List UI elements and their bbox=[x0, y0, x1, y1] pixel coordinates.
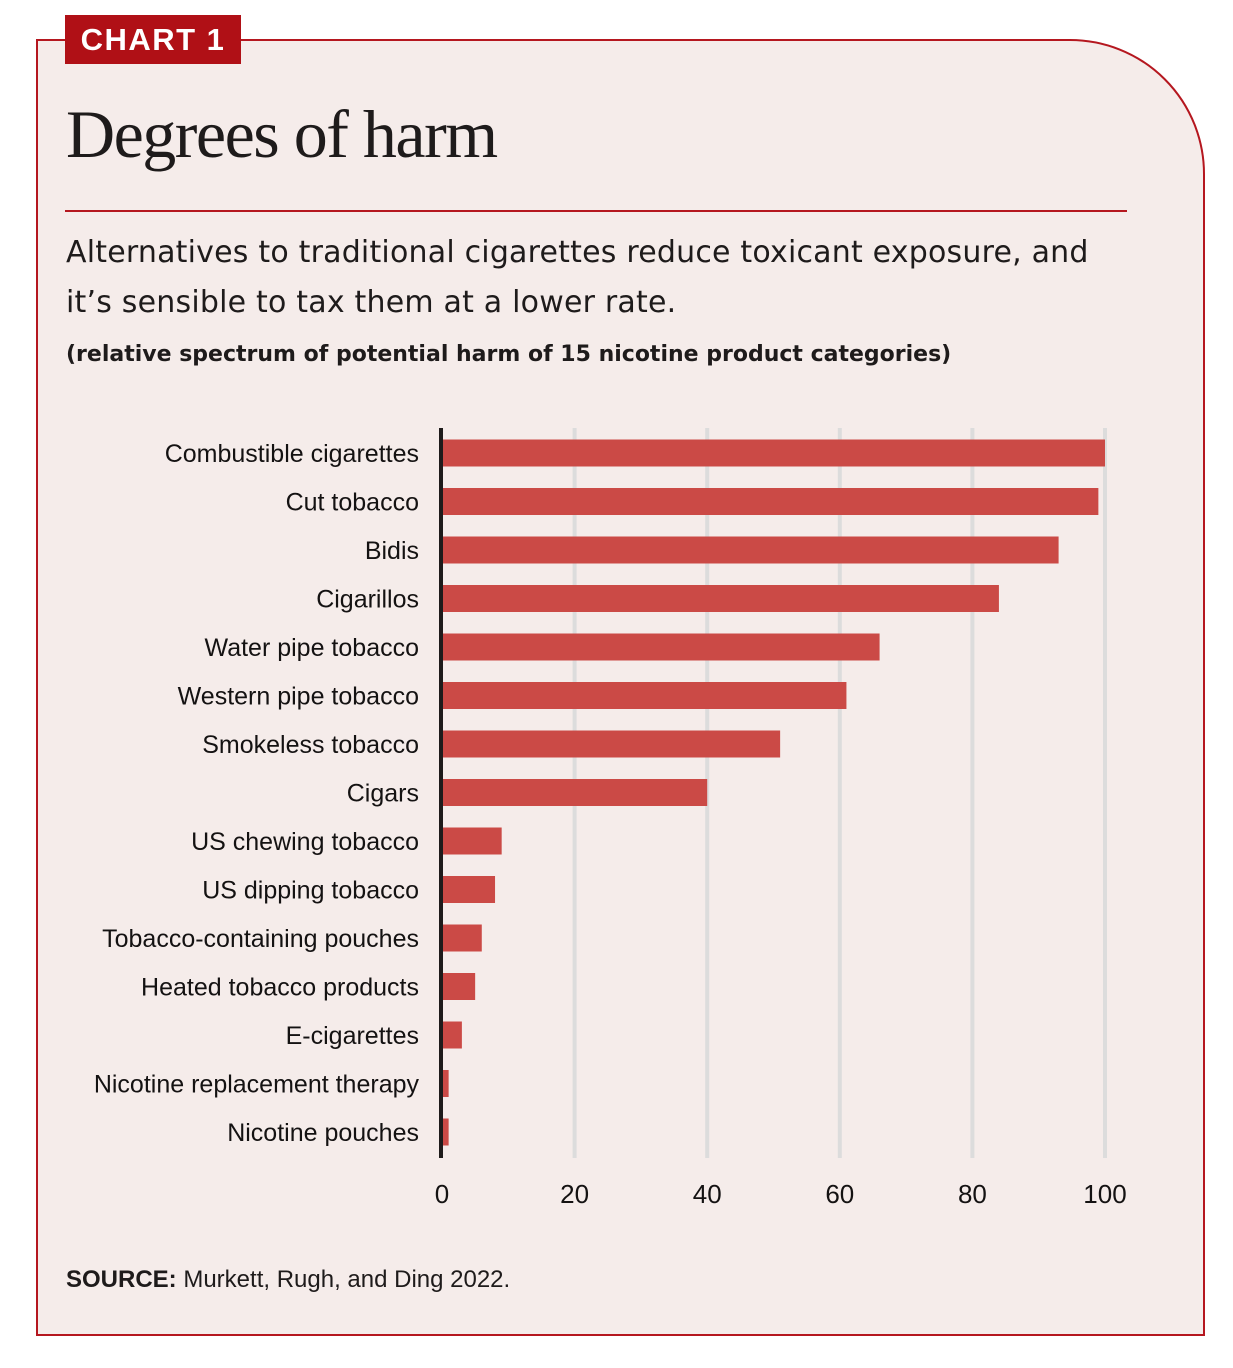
category-label: Cigarillos bbox=[316, 586, 419, 614]
chart-note: (relative spectrum of potential harm of … bbox=[66, 342, 952, 367]
bar bbox=[442, 1118, 449, 1146]
x-tick-label: 100 bbox=[1083, 1179, 1126, 1209]
chart-subtitle: Alternatives to traditional cigarettes r… bbox=[66, 235, 1089, 320]
bar bbox=[442, 876, 496, 903]
bar bbox=[442, 1070, 449, 1097]
bars bbox=[442, 439, 1105, 1146]
category-label: Nicotine replacement therapy bbox=[94, 1071, 420, 1099]
chart-number-badge: CHART 1 bbox=[65, 15, 241, 64]
category-label: US chewing tobacco bbox=[191, 828, 419, 856]
source-label: SOURCE: bbox=[66, 1266, 177, 1293]
title-divider bbox=[65, 210, 1127, 212]
category-label: US dipping tobacco bbox=[202, 877, 419, 905]
bar bbox=[442, 536, 1059, 564]
bar bbox=[442, 1021, 462, 1049]
bar bbox=[442, 585, 999, 612]
x-tick-label: 20 bbox=[560, 1179, 589, 1209]
category-label: Western pipe tobacco bbox=[178, 683, 419, 711]
bar bbox=[442, 488, 1099, 515]
x-tick-label: 0 bbox=[435, 1179, 449, 1209]
category-label: Cut tobacco bbox=[286, 489, 419, 517]
x-tick-label: 40 bbox=[693, 1179, 722, 1209]
bar bbox=[442, 682, 847, 709]
category-label: Heated tobacco products bbox=[141, 974, 419, 1002]
category-label: Tobacco-containing pouches bbox=[102, 925, 419, 953]
bar bbox=[442, 730, 781, 758]
bar bbox=[442, 827, 502, 855]
bar bbox=[442, 973, 476, 1000]
category-label: Combustible cigarettes bbox=[165, 440, 419, 468]
category-label: Smokeless tobacco bbox=[202, 731, 419, 759]
source-text: Murkett, Rugh, and Ding 2022. bbox=[176, 1266, 511, 1293]
bar bbox=[442, 439, 1105, 467]
tick-labels: 0 20 40 60 80 100 bbox=[435, 1179, 1127, 1209]
bar bbox=[442, 633, 880, 661]
category-label: Nicotine pouches bbox=[227, 1119, 419, 1147]
x-tick-label: 80 bbox=[958, 1179, 987, 1209]
category-label: Cigars bbox=[347, 780, 419, 808]
category-label: Water pipe tobacco bbox=[205, 634, 419, 662]
bar bbox=[442, 779, 708, 806]
category-label: E-cigarettes bbox=[286, 1022, 419, 1050]
category-labels: Combustible cigarettes Cut tobacco Bidis Ci… bbox=[94, 440, 420, 1147]
source-note: SOURCE: Murkett, Rugh, and Ding 2022. bbox=[66, 1266, 510, 1294]
bar bbox=[442, 924, 482, 952]
category-label: Bidis bbox=[365, 537, 419, 565]
chart-title: Degrees of harm bbox=[66, 96, 498, 172]
x-tick-label: 60 bbox=[825, 1179, 854, 1209]
